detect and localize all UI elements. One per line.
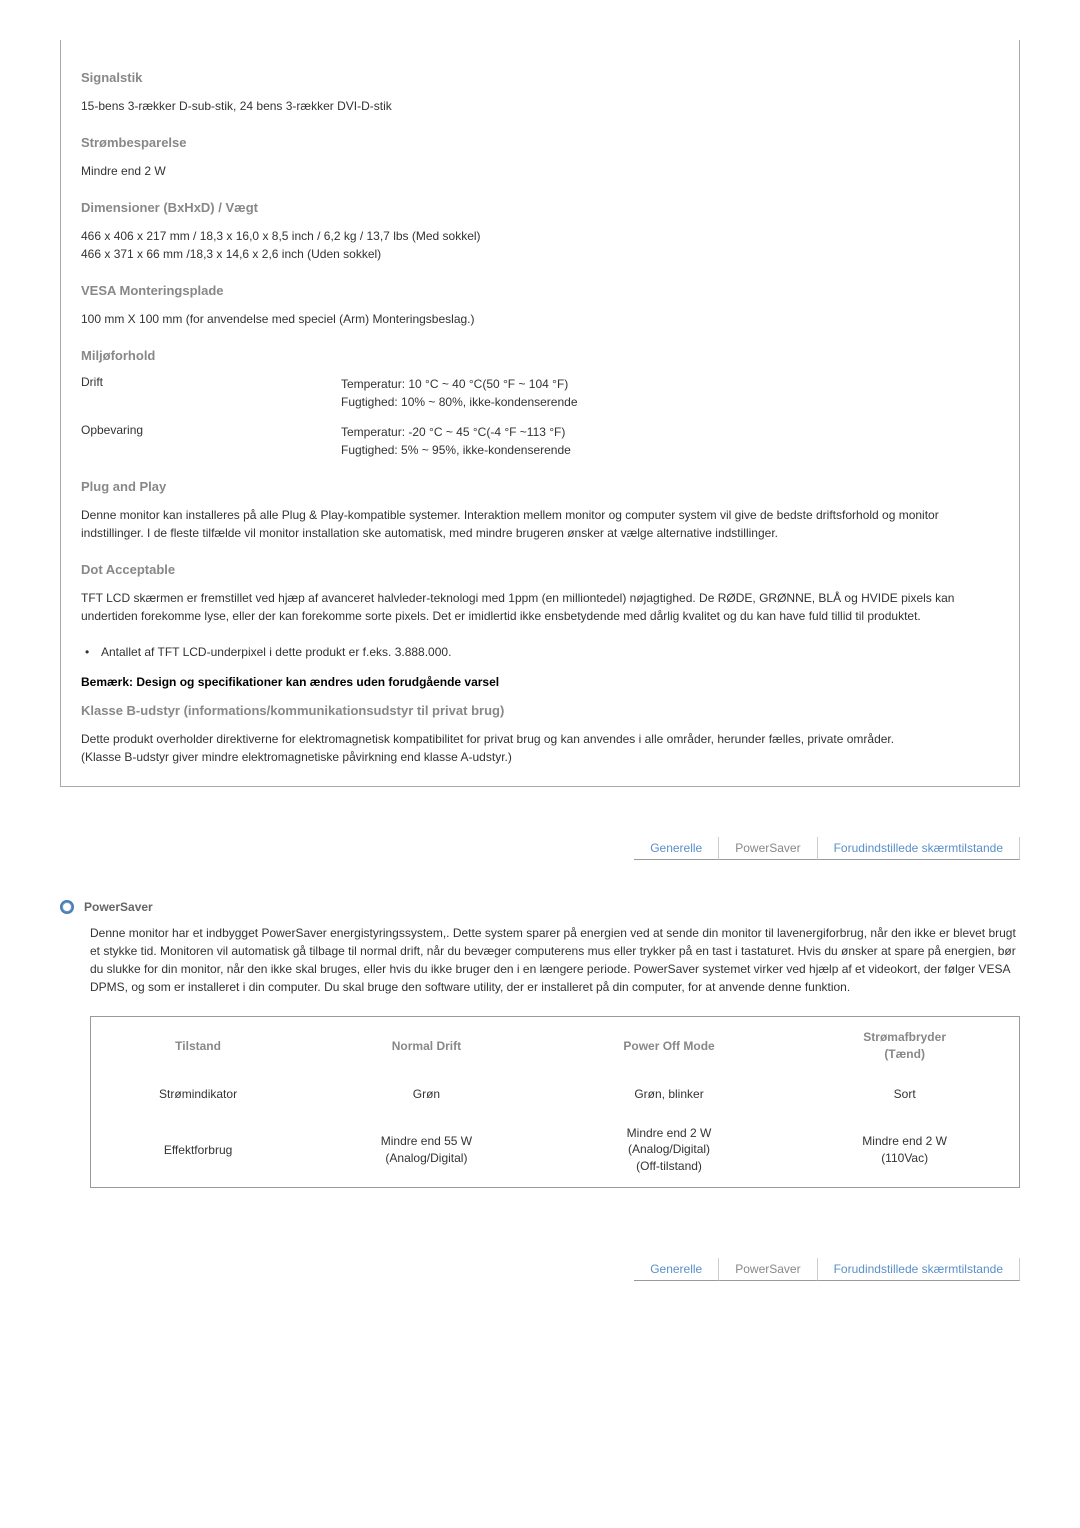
cell: Mindre end 55 W (Analog/Digital) — [305, 1113, 548, 1188]
cell: Mindre end 2 W (Analog/Digital) (Off-til… — [548, 1113, 791, 1188]
tab-generelle[interactable]: Generelle — [634, 1258, 719, 1281]
vesa-heading: VESA Monteringsplade — [81, 283, 999, 298]
dot-text: TFT LCD skærmen er fremstillet ved hjæp … — [81, 589, 999, 625]
powersaver-subhead: PowerSaver — [60, 900, 1020, 914]
powersaver-title: PowerSaver — [84, 900, 153, 914]
dot-bullet-text: Antallet af TFT LCD-underpixel i dette p… — [101, 645, 451, 659]
dot-bullet-row: Antallet af TFT LCD-underpixel i dette p… — [81, 645, 999, 659]
dims-text: 466 x 406 x 217 mm / 18,3 x 16,0 x 8,5 i… — [81, 227, 999, 263]
env-value: Temperatur: 10 °C ~ 40 °C(50 °F ~ 104 °F… — [341, 375, 999, 411]
tab-nav-top: Generelle PowerSaver Forudindstillede sk… — [60, 837, 1020, 860]
classb-heading: Klasse B-udstyr (informations/kommunikat… — [81, 703, 999, 718]
table-row: Effektforbrug Mindre end 55 W (Analog/Di… — [91, 1113, 1020, 1188]
env-label: Drift — [81, 375, 341, 411]
tab-powersaver[interactable]: PowerSaver — [719, 837, 817, 860]
cell: Sort — [790, 1075, 1019, 1113]
env-row: Drift Temperatur: 10 °C ~ 40 °C(50 °F ~ … — [81, 375, 999, 411]
tab-generelle[interactable]: Generelle — [634, 837, 719, 860]
col-tilstand: Tilstand — [91, 1017, 306, 1075]
classb-text: Dette produkt overholder direktiverne fo… — [81, 730, 999, 766]
col-normal: Normal Drift — [305, 1017, 548, 1075]
powersave-text: Mindre end 2 W — [81, 162, 999, 180]
vesa-text: 100 mm X 100 mm (for anvendelse med spec… — [81, 310, 999, 328]
signal-text: 15-bens 3-rækker D-sub-stik, 24 bens 3-r… — [81, 97, 999, 115]
plug-heading: Plug and Play — [81, 479, 999, 494]
dot-heading: Dot Acceptable — [81, 562, 999, 577]
row-label: Strømindikator — [91, 1075, 306, 1113]
powersave-heading: Strømbesparelse — [81, 135, 999, 150]
dims-heading: Dimensioner (BxHxD) / Vægt — [81, 200, 999, 215]
col-switch: Strømafbryder (Tænd) — [790, 1017, 1019, 1075]
tab-forudind[interactable]: Forudindstillede skærmtilstande — [818, 1258, 1020, 1281]
env-label: Opbevaring — [81, 423, 341, 459]
tab-nav-bottom: Generelle PowerSaver Forudindstillede sk… — [60, 1258, 1020, 1281]
table-row: Strømindikator Grøn Grøn, blinker Sort — [91, 1075, 1020, 1113]
cell: Mindre end 2 W (110Vac) — [790, 1113, 1019, 1188]
tab-powersaver[interactable]: PowerSaver — [719, 1258, 817, 1281]
col-poweroff: Power Off Mode — [548, 1017, 791, 1075]
env-heading: Miljøforhold — [81, 348, 999, 363]
tab-forudind[interactable]: Forudindstillede skærmtilstande — [818, 837, 1020, 860]
plug-text: Denne monitor kan installeres på alle Pl… — [81, 506, 999, 542]
bullet-icon — [81, 645, 101, 659]
env-value: Temperatur: -20 °C ~ 45 °C(-4 °F ~113 °F… — [341, 423, 999, 459]
table-row: Tilstand Normal Drift Power Off Mode Str… — [91, 1017, 1020, 1075]
gear-icon — [60, 900, 74, 914]
spec-box: Signalstik 15-bens 3-rækker D-sub-stik, … — [60, 40, 1020, 787]
env-table: Drift Temperatur: 10 °C ~ 40 °C(50 °F ~ … — [81, 375, 999, 459]
design-note: Bemærk: Design og specifikationer kan æn… — [81, 675, 999, 689]
powersaver-body: Denne monitor har et indbygget PowerSave… — [90, 924, 1020, 996]
power-table: Tilstand Normal Drift Power Off Mode Str… — [90, 1016, 1020, 1188]
row-label: Effektforbrug — [91, 1113, 306, 1188]
cell: Grøn — [305, 1075, 548, 1113]
env-row: Opbevaring Temperatur: -20 °C ~ 45 °C(-4… — [81, 423, 999, 459]
signal-heading: Signalstik — [81, 70, 999, 85]
cell: Grøn, blinker — [548, 1075, 791, 1113]
